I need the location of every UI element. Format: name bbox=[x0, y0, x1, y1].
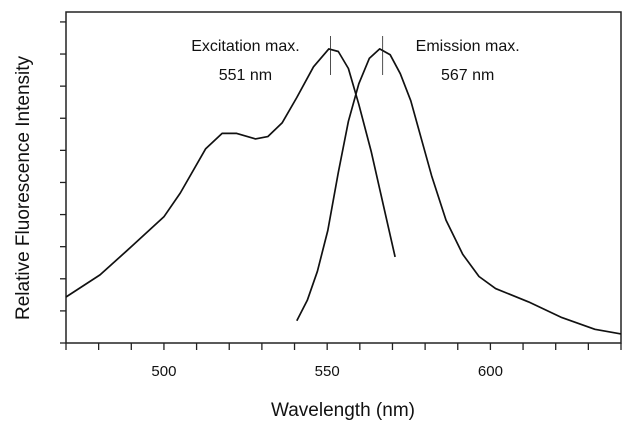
emission-curve bbox=[296, 48, 622, 335]
excitation-value: 551 nm bbox=[219, 67, 272, 84]
plot-frame bbox=[65, 11, 622, 344]
series bbox=[65, 48, 622, 335]
ticks: 500 550 600 bbox=[60, 21, 622, 380]
annotations: Excitation max. 551 nm Emission max. 567 nm bbox=[191, 36, 520, 84]
emission-label: Emission max. bbox=[416, 38, 520, 55]
y-axis-label: Relative Fluorescence Intensity bbox=[13, 55, 34, 320]
x-tick-label: 550 bbox=[315, 363, 340, 380]
x-tick-label: 500 bbox=[151, 363, 176, 380]
excitation-curve bbox=[65, 48, 396, 298]
axes bbox=[65, 11, 622, 344]
excitation-label: Excitation max. bbox=[191, 38, 299, 55]
emission-value: 567 nm bbox=[441, 67, 494, 84]
x-tick-label: 600 bbox=[478, 363, 503, 380]
x-axis-label: Wavelength (nm) bbox=[271, 400, 415, 421]
